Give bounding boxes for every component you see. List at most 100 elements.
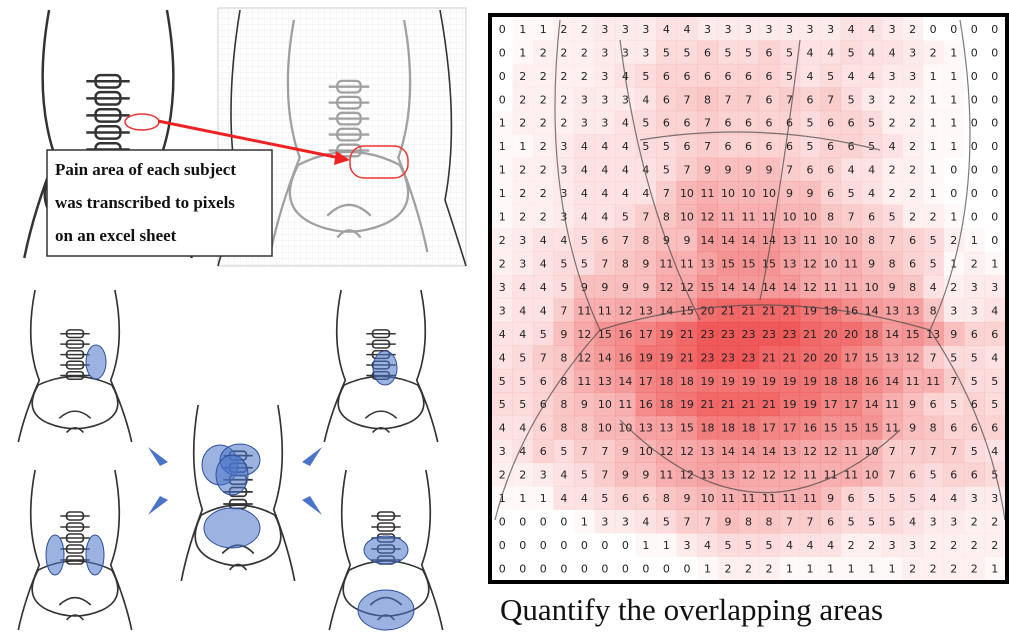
cell-value: 0: [663, 562, 670, 575]
cell-value: 2: [950, 281, 957, 294]
cell-value: 1: [540, 23, 547, 36]
cell-value: 2: [971, 257, 978, 270]
cell-value: 5: [807, 117, 814, 130]
cell-value: 11: [906, 375, 920, 388]
cell-value: 8: [642, 234, 649, 247]
cell-value: 5: [663, 140, 670, 153]
cell-value: 6: [745, 117, 752, 130]
cell-value: 13: [885, 351, 899, 364]
cell-value: 0: [540, 539, 547, 552]
cell-value: 3: [868, 93, 875, 106]
cell-value: 7: [704, 516, 711, 529]
cell-value: 2: [540, 93, 547, 106]
cell-value: 8: [745, 516, 752, 529]
cell-value: 6: [950, 469, 957, 482]
cell-value: 5: [868, 492, 875, 505]
cell-value: 4: [540, 281, 547, 294]
cell-value: 4: [868, 23, 875, 36]
cell-value: 5: [560, 445, 567, 458]
cell-value: 0: [991, 70, 998, 83]
cell-value: 1: [499, 164, 506, 177]
cell-value: 13: [639, 304, 653, 317]
cell-value: 10: [865, 281, 879, 294]
cell-value: 2: [581, 46, 588, 59]
cell-value: 16: [618, 328, 632, 341]
cell-value: 14: [742, 281, 756, 294]
cell-value: 7: [786, 516, 793, 529]
cell-value: 5: [601, 492, 608, 505]
cell-value: 3: [622, 516, 629, 529]
cell-value: 0: [499, 70, 506, 83]
cell-value: 3: [991, 492, 998, 505]
cell-value: 6: [950, 422, 957, 435]
cell-value: 1: [889, 562, 896, 575]
cell-value: 21: [762, 304, 776, 317]
cell-value: 7: [704, 140, 711, 153]
cell-value: 4: [581, 492, 588, 505]
cell-value: 19: [742, 375, 756, 388]
cell-value: 15: [762, 257, 776, 270]
cell-value: 2: [540, 70, 547, 83]
cell-value: 2: [540, 187, 547, 200]
cell-value: 19: [783, 398, 797, 411]
cell-value: 1: [519, 46, 526, 59]
cell-value: 5: [848, 516, 855, 529]
cell-value: 6: [827, 140, 834, 153]
cell-value: 2: [909, 117, 916, 130]
cell-value: 11: [659, 469, 673, 482]
cell-value: 8: [560, 351, 567, 364]
cell-value: 9: [642, 257, 649, 270]
cell-value: 0: [601, 562, 608, 575]
cell-value: 7: [663, 187, 670, 200]
cell-value: 5: [971, 351, 978, 364]
cell-value: 0: [950, 23, 957, 36]
cell-value: 2: [560, 46, 567, 59]
cell-value: 9: [745, 164, 752, 177]
cell-value: 1: [971, 234, 978, 247]
cell-value: 6: [745, 70, 752, 83]
cell-value: 0: [971, 117, 978, 130]
cell-value: 0: [519, 516, 526, 529]
cell-value: 5: [786, 46, 793, 59]
cell-value: 2: [745, 562, 752, 575]
cell-value: 8: [560, 422, 567, 435]
cell-value: 6: [848, 492, 855, 505]
cell-value: 9: [683, 492, 690, 505]
cell-value: 4: [499, 351, 506, 364]
cell-value: 6: [971, 469, 978, 482]
cell-value: 2: [848, 539, 855, 552]
cell-value: 3: [601, 516, 608, 529]
cell-value: 2: [909, 562, 916, 575]
cell-value: 2: [519, 469, 526, 482]
cell-value: 21: [680, 328, 694, 341]
cell-value: 6: [868, 211, 875, 224]
cell-value: 1: [930, 117, 937, 130]
cell-value: 4: [991, 351, 998, 364]
cell-value: 10: [700, 492, 714, 505]
cell-value: 13: [783, 234, 797, 247]
cell-value: 6: [766, 140, 773, 153]
cell-value: 17: [783, 422, 797, 435]
cell-value: 1: [950, 46, 957, 59]
cell-value: 8: [868, 234, 875, 247]
cell-value: 4: [519, 328, 526, 341]
cell-value: 4: [581, 187, 588, 200]
cell-value: 3: [704, 23, 711, 36]
cell-value: 0: [499, 23, 506, 36]
cell-value: 12: [824, 445, 838, 458]
cell-value: 7: [786, 164, 793, 177]
cell-value: 14: [721, 445, 735, 458]
cell-value: 6: [642, 492, 649, 505]
cell-value: 21: [783, 351, 797, 364]
cell-value: 10: [598, 422, 612, 435]
cell-value: 6: [601, 234, 608, 247]
cell-value: 3: [519, 257, 526, 270]
cell-value: 5: [683, 46, 690, 59]
cell-value: 0: [622, 562, 629, 575]
cell-value: 3: [807, 23, 814, 36]
cell-value: 2: [499, 469, 506, 482]
cell-value: 4: [868, 164, 875, 177]
cell-value: 7: [581, 445, 588, 458]
cell-value: 10: [803, 211, 817, 224]
cell-value: 15: [742, 257, 756, 270]
